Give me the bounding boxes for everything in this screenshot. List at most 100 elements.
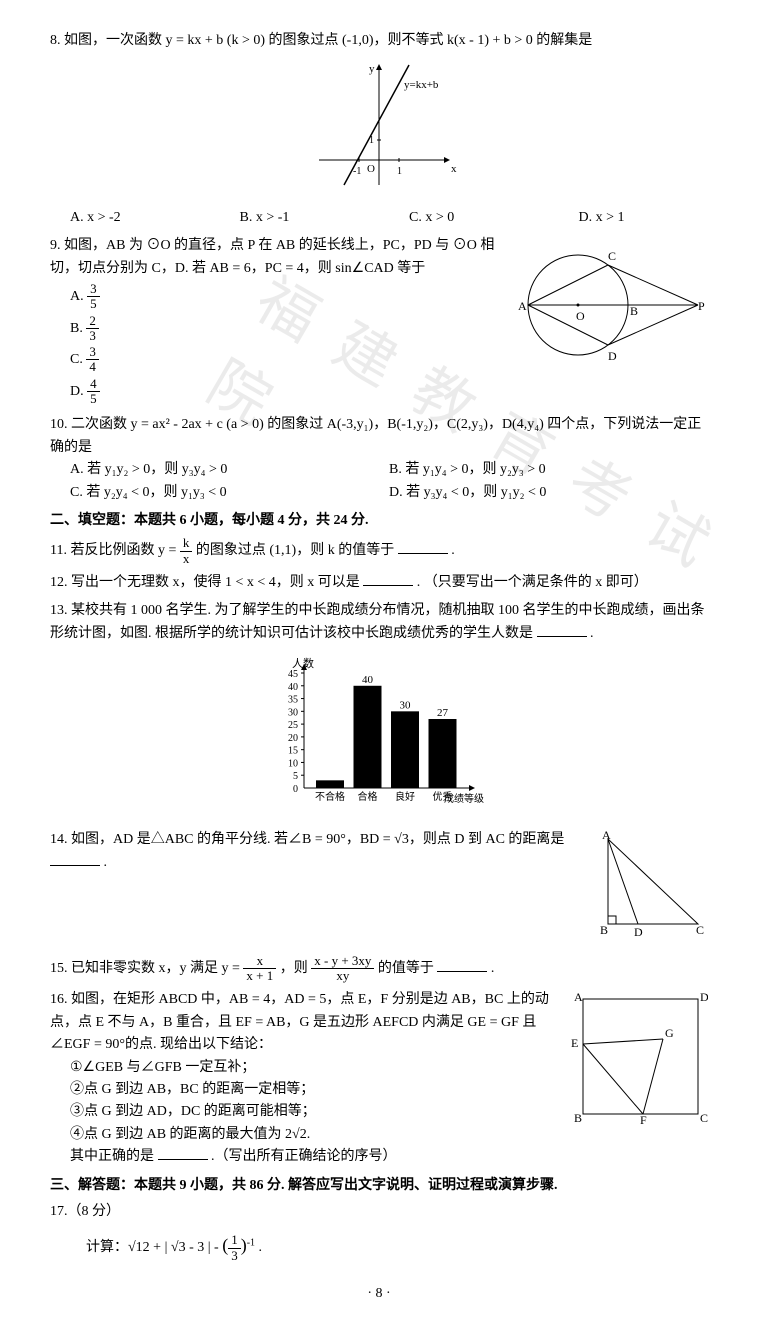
- q14-text: 14. 如图，AD 是△ABC 的角平分线. 若∠B = 90°，BD = √3…: [50, 832, 564, 847]
- q8-figure: x y O -1 1 1 y=kx+b: [50, 60, 708, 198]
- svg-text:40: 40: [362, 674, 374, 686]
- question-9: 9. 如图，AB 为 ⊙O 的直径，点 P 在 AB 的延长线上，PC，PD 与…: [50, 235, 708, 408]
- svg-text:良好: 良好: [395, 790, 415, 803]
- svg-text:B: B: [574, 1111, 582, 1124]
- q11-blank: [398, 540, 448, 554]
- svg-text:15: 15: [288, 746, 298, 757]
- q9-options: A. 35 B. 23 C. 34 D. 45: [50, 282, 508, 406]
- svg-text:F: F: [640, 1113, 647, 1124]
- q12-blank: [363, 572, 413, 586]
- svg-text:1: 1: [369, 135, 374, 146]
- q15-blank: [437, 958, 487, 972]
- q8-opt-d: D. x > 1: [579, 207, 709, 229]
- q8-ylabel: y: [369, 63, 375, 75]
- q16-blank: [158, 1146, 208, 1160]
- question-8: 8. 如图，一次函数 y = kx + b (k > 0) 的图象过点 (-1,…: [50, 30, 708, 229]
- svg-text:D: D: [700, 990, 708, 1004]
- q14-figure: A B C D: [588, 829, 708, 947]
- q15-mid: ，则: [280, 961, 312, 976]
- svg-text:优秀: 优秀: [433, 790, 453, 803]
- section-2-header: 二、填空题：本题共 6 小题，每小题 4 分，共 24 分.: [50, 510, 708, 532]
- svg-text:-1: -1: [353, 166, 361, 177]
- q15-suffix: 的值等于: [378, 961, 434, 976]
- q13-blank: [537, 623, 587, 637]
- svg-text:E: E: [571, 1036, 578, 1050]
- svg-text:35: 35: [288, 695, 298, 706]
- q8-origin: O: [367, 163, 375, 175]
- svg-text:C: C: [700, 1111, 708, 1124]
- svg-text:27: 27: [437, 707, 449, 719]
- svg-text:1: 1: [397, 166, 402, 177]
- svg-text:40: 40: [288, 682, 298, 693]
- svg-text:25: 25: [288, 720, 298, 731]
- q11-suffix1: 的图象过点 (1,1)，则 k 的值等于: [196, 543, 394, 558]
- q8-options: A. x > -2 B. x > -1 C. x > 0 D. x > 1: [50, 207, 708, 229]
- q13-text: 13. 某校共有 1 000 名学生. 为了解学生的中长跑成绩分布情况，随机抽取…: [50, 603, 705, 640]
- q8-line-label: y=kx+b: [404, 79, 439, 91]
- svg-text:D: D: [608, 349, 617, 363]
- q10-text: 10. 二次函数 y = ax² - 2ax + c (a > 0) 的图象过 …: [50, 414, 708, 459]
- svg-text:P: P: [698, 299, 705, 313]
- q8-xlabel: x: [451, 163, 457, 175]
- q17-suffix: .: [259, 1240, 263, 1255]
- question-11: 11. 若反比例函数 y = kx 的图象过点 (1,1)，则 k 的值等于 .: [50, 536, 708, 566]
- svg-text:A: A: [574, 990, 583, 1004]
- q12-prefix: 12. 写出一个无理数 x，使得 1 < x < 4，则 x 可以是: [50, 575, 360, 590]
- q9-opt-a: A. 35: [70, 282, 508, 312]
- q9-text: 9. 如图，AB 为 ⊙O 的直径，点 P 在 AB 的延长线上，PC，PD 与…: [50, 235, 508, 280]
- q10-opt-b: B. 若 y₁y₄ > 0，则 y₂y₃ > 0: [389, 459, 708, 481]
- svg-text:45: 45: [288, 669, 298, 680]
- question-10: 10. 二次函数 y = ax² - 2ax + c (a > 0) 的图象过 …: [50, 414, 708, 504]
- q13-chart: 510152025303540450人数成绩等级不合格合格40良好30优秀27: [50, 653, 708, 821]
- svg-text:不合格: 不合格: [315, 790, 345, 803]
- q10-opt-a: A. 若 y₁y₂ > 0，则 y₃y₄ > 0: [70, 459, 389, 481]
- q17-header: 17.（8 分）: [50, 1201, 708, 1223]
- section-3-header: 三、解答题：本题共 9 小题，共 86 分. 解答应写出文字说明、证明过程或演算…: [50, 1175, 708, 1197]
- q12-suffix: . （只要写出一个满足条件的 x 即可）: [417, 575, 648, 590]
- svg-text:C: C: [696, 923, 704, 937]
- q9-opt-b: B. 23: [70, 314, 508, 344]
- q9-opt-c: C. 34: [70, 345, 508, 375]
- svg-text:G: G: [665, 1026, 674, 1040]
- q13-suffix: .: [590, 626, 594, 641]
- svg-text:C: C: [608, 249, 616, 263]
- q15-end: .: [491, 961, 495, 976]
- svg-text:5: 5: [293, 771, 298, 782]
- svg-text:B: B: [600, 923, 608, 937]
- svg-text:B: B: [630, 304, 638, 318]
- svg-text:人数: 人数: [292, 657, 314, 670]
- q15-prefix: 15. 已知非零实数 x，y 满足 y =: [50, 961, 243, 976]
- svg-text:合格: 合格: [358, 790, 378, 803]
- q10-options: A. 若 y₁y₂ > 0，则 y₃y₄ > 0 C. 若 y₂y₄ < 0，则…: [50, 459, 708, 504]
- svg-text:10: 10: [288, 758, 298, 769]
- svg-text:30: 30: [400, 699, 412, 711]
- question-13: 13. 某校共有 1 000 名学生. 为了解学生的中长跑成绩分布情况，随机抽取…: [50, 600, 708, 821]
- question-15: 15. 已知非零实数 x，y 满足 y = xx + 1 ，则 x - y + …: [50, 954, 708, 984]
- q8-opt-b: B. x > -1: [240, 207, 370, 229]
- svg-text:20: 20: [288, 733, 298, 744]
- q17-prefix: 计算：√12 + | √3 - 3 | -: [86, 1240, 222, 1255]
- svg-text:0: 0: [293, 784, 298, 795]
- question-12: 12. 写出一个无理数 x，使得 1 < x < 4，则 x 可以是 . （只要…: [50, 572, 708, 594]
- q10-opt-d: D. 若 y₃y₄ < 0，则 y₁y₂ < 0: [389, 482, 708, 504]
- q8-opt-a: A. x > -2: [70, 207, 200, 229]
- q8-opt-c: C. x > 0: [409, 207, 539, 229]
- page-number: · 8 ·: [50, 1283, 708, 1305]
- q9-figure: A B O C D P: [508, 235, 708, 383]
- q14-blank: [50, 852, 100, 866]
- question-17: 17.（8 分） 计算：√12 + | √3 - 3 | - (13)-1 .: [50, 1201, 708, 1263]
- svg-text:A: A: [518, 299, 527, 313]
- q10-opt-c: C. 若 y₂y₄ < 0，则 y₁y₃ < 0: [70, 482, 389, 504]
- question-16: A D B C E F G 16. 如图，在矩形 ABCD 中，AB = 4，A…: [50, 989, 708, 1168]
- q16-figure: A D B C E F G: [568, 989, 708, 1132]
- svg-text:30: 30: [288, 707, 298, 718]
- svg-text:D: D: [634, 925, 643, 939]
- q14-suffix: .: [104, 855, 108, 870]
- q9-opt-d: D. 45: [70, 377, 508, 407]
- svg-text:O: O: [576, 309, 585, 323]
- svg-text:A: A: [602, 829, 611, 842]
- q16-tail: 其中正确的是: [70, 1149, 154, 1164]
- q8-text: 8. 如图，一次函数 y = kx + b (k > 0) 的图象过点 (-1,…: [50, 30, 708, 52]
- q11-prefix: 11. 若反比例函数 y =: [50, 543, 180, 558]
- q11-suffix2: .: [451, 543, 455, 558]
